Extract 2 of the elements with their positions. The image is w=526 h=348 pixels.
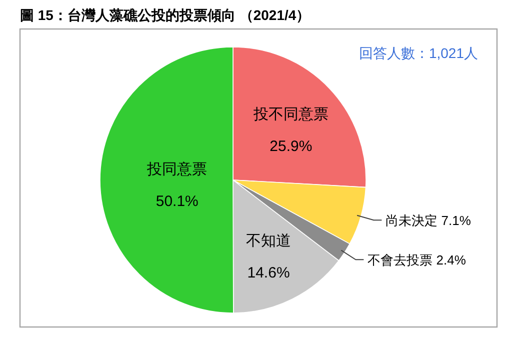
- annotation: 回答人數：1,021人: [358, 45, 478, 61]
- title: 圖 15：台灣人藻礁公投的投票傾向 （2021/4）: [20, 7, 310, 23]
